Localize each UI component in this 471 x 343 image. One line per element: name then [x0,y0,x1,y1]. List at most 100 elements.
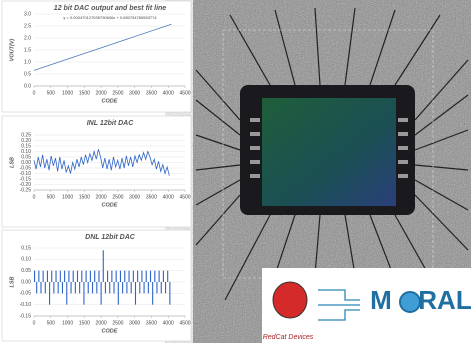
bar [124,271,125,282]
bar [111,271,112,282]
bar [79,282,80,293]
x-tick-label: 3500 [146,320,157,326]
bar [36,282,37,293]
x-tick-label: 4000 [163,90,174,96]
bar [51,271,52,282]
bar [165,282,166,293]
y-tick-label: 0.15 [21,143,31,149]
y-tick-label: 0.25 [21,132,31,138]
bar [47,271,48,282]
logo-m: M [370,285,392,315]
bar [118,282,119,305]
chart-title: DNL 12bit DAC [85,234,136,241]
bar [64,271,65,282]
bar [137,271,138,282]
bar [77,271,78,282]
y-tick-label: -0.20 [20,182,32,188]
bar [40,282,41,293]
bar [71,282,72,293]
x-tick-label: 1500 [79,194,90,200]
bar [86,271,87,282]
bar [120,271,121,282]
x-tick-label: 3000 [129,320,140,326]
bar [38,271,39,282]
bar [58,282,59,293]
bar [62,282,63,293]
bar [141,271,142,282]
x-tick-label: 1500 [79,320,90,326]
y-tick-label: -0.15 [20,313,32,319]
x-tick-label: 3500 [146,90,157,96]
bar [75,282,76,293]
x-tick-label: 4000 [163,194,174,200]
bar [94,271,95,282]
x-tick-label: 1000 [62,194,73,200]
bar [88,282,89,293]
bar [152,282,153,305]
y-tick-label: 1.5 [24,47,31,53]
x-tick-label: 4500 [179,194,190,200]
bar [96,282,97,293]
bar [92,282,93,293]
bar [107,271,108,282]
y-tick-label: -0.10 [20,302,32,308]
y-tick-label: -0.10 [20,171,32,177]
bar [122,282,123,293]
y-tick-label: 0.5 [24,71,31,77]
y-tick-label: -0.15 [20,176,32,182]
y-tick-label: 0.20 [21,138,31,144]
bar [148,282,149,293]
x-tick-label: 500 [47,90,56,96]
x-tick-label: 1000 [62,90,73,96]
y-tick-label: 0.00 [21,160,31,166]
x-tick-label: 3500 [146,194,157,200]
bar [68,271,69,282]
x-axis-label: CODE [102,98,118,104]
bar [109,282,110,293]
y-tick-label: -0.25 [20,187,32,193]
x-tick-label: 1000 [62,320,73,326]
x-tick-label: 1500 [79,90,90,96]
y-tick-label: 2.5 [24,23,31,29]
y-tick-label: 1.0 [24,59,31,65]
y-tick-label: 0.10 [21,257,31,263]
x-tick-label: 2500 [112,194,123,200]
bar [81,271,82,282]
bar [133,271,134,282]
bar [144,282,145,293]
bar [43,271,44,282]
x-axis-label: CODE [102,328,118,334]
x-tick-label: 2000 [96,320,107,326]
logo: RedCat Devices M RAL [262,268,471,343]
bar [128,271,129,282]
bar [113,282,114,293]
bar [83,282,84,305]
bar [135,282,136,305]
bar [103,250,104,282]
bar [154,271,155,282]
logo-left-text: RedCat Devices [263,334,314,341]
logo-ral: RAL [418,285,471,315]
x-tick-label: 4500 [179,90,190,96]
bar [34,271,35,282]
x-tick-label: 4000 [163,320,174,326]
y-tick-label: 0.05 [21,154,31,160]
bar [98,271,99,282]
bar [146,271,147,282]
y-tick-label: 0.0 [24,83,31,89]
y-tick-label: 0.05 [21,268,31,274]
chart-title: INL 12bit DAC [87,120,134,127]
y-tick-label: 2.0 [24,35,31,41]
y-tick-label: 0.10 [21,149,31,155]
bar [161,282,162,293]
bar [150,271,151,282]
bar [53,282,54,293]
x-tick-label: 2000 [96,194,107,200]
bar [159,271,160,282]
screenshot: RedCat Devices M RAL 12 bit DAC output a… [0,0,471,343]
bar [49,282,50,305]
y-tick-label: 3.0 [24,11,31,17]
x-tick-label: 0 [33,194,36,200]
bar [60,271,61,282]
y-axis-label: LSB [9,276,15,287]
